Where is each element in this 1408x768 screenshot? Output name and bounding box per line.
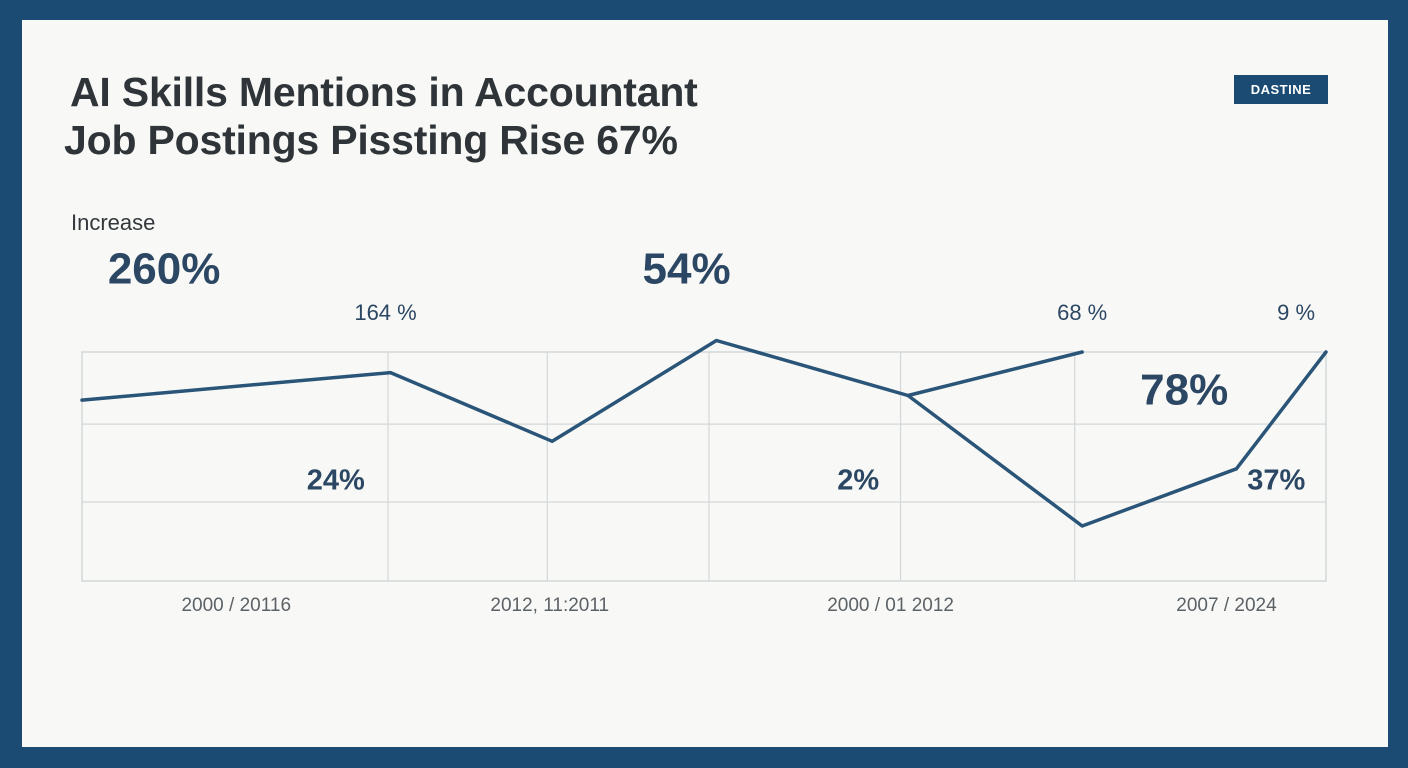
data-label: 78% <box>1140 366 1228 415</box>
plot-frame <box>81 351 1327 582</box>
x-tick-label: 2012, 11:2011 <box>490 595 609 616</box>
data-label: 37% <box>1247 464 1305 496</box>
series-line-1 <box>80 338 1084 444</box>
chart-x-axis: 2000 / 20116 2012, 11:2011 2000 / 01 2012 2… <box>181 595 1277 616</box>
data-label: 2% <box>837 464 879 496</box>
series-line-2 <box>906 350 1328 528</box>
data-label: 54% <box>643 244 731 293</box>
title-line-1: AI Skills Mentions in Accountant <box>70 69 698 115</box>
chart-subtitle: Increase <box>71 210 156 235</box>
x-tick-label: 2007 / 2024 <box>1176 595 1277 616</box>
data-label: 164 % <box>354 300 416 325</box>
title-line-2: Job Postings Pissting Rise 67% <box>64 117 678 163</box>
chart-data-labels: 260% 164 % 54% 68 % 9 % 78% 24% 2% 37% <box>108 244 1315 496</box>
chart-title: AI Skills Mentions in Accountant Job Pos… <box>64 68 698 164</box>
data-label: 260% <box>108 244 221 293</box>
x-tick-label: 2000 / 01 2012 <box>827 595 954 616</box>
x-tick-label: 2000 / 20116 <box>181 595 291 616</box>
data-label: 68 % <box>1057 300 1107 325</box>
data-label: 24% <box>307 464 365 496</box>
brand-badge: DASTINE <box>1234 75 1328 104</box>
data-label: 9 % <box>1277 300 1315 325</box>
chart-grid <box>81 351 1327 582</box>
chart-series <box>80 338 1328 528</box>
